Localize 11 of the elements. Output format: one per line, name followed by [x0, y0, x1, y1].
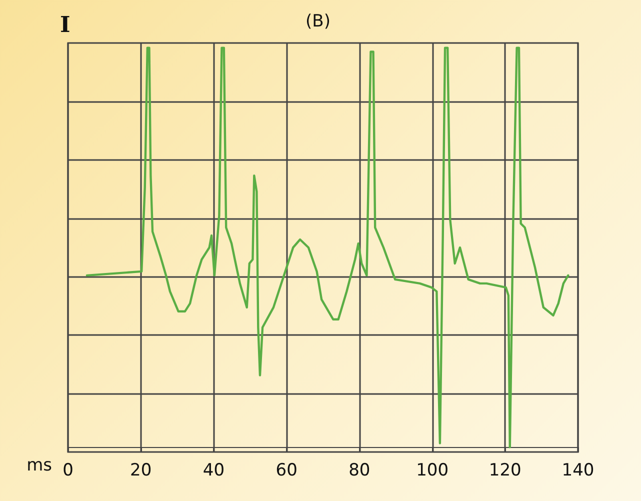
- x-tick-label: 100: [416, 460, 449, 480]
- x-axis-title: ms: [26, 456, 52, 476]
- x-tick-label: 80: [348, 460, 370, 480]
- x-tick-label: 120: [488, 460, 522, 480]
- y-axis-title: I: [60, 12, 70, 38]
- x-tick-label: 60: [276, 460, 298, 480]
- x-tick-label: 0: [62, 460, 74, 480]
- x-tick-label: 40: [202, 460, 225, 480]
- x-tick-label: 140: [562, 460, 594, 480]
- x-tick-label: 20: [130, 460, 152, 480]
- chart-title: (B): [306, 12, 330, 32]
